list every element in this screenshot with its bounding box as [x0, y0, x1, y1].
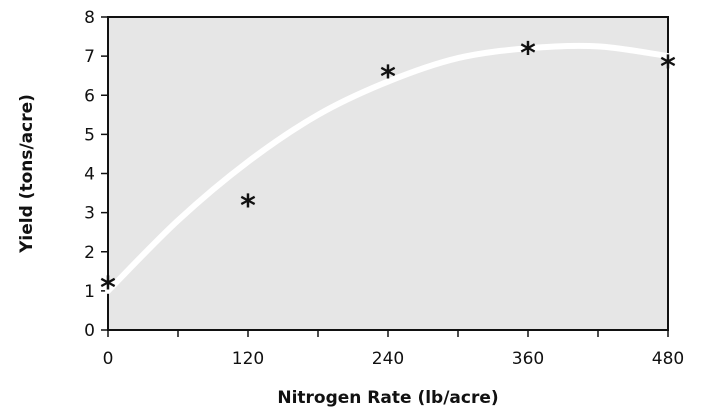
y-tick-label: 5: [84, 125, 95, 145]
x-tick-label: 120: [232, 349, 264, 369]
data-point: *: [660, 50, 676, 85]
data-point: *: [100, 271, 116, 306]
y-tick-label: 8: [84, 8, 95, 28]
y-tick-labels: 0 1 2 3 4 5 6 7 8: [84, 8, 95, 341]
x-tick-label: 0: [103, 349, 114, 369]
fit-curve: [105, 42, 671, 294]
data-points: * * * * *: [100, 36, 676, 306]
data-point: *: [520, 36, 536, 71]
x-tick-label: 240: [372, 349, 404, 369]
x-tick-label: 360: [512, 349, 544, 369]
y-tick-label: 7: [84, 47, 95, 67]
axis-ticks: [101, 16, 669, 337]
x-tick-label: 480: [652, 349, 684, 369]
y-tick-label: 0: [84, 321, 95, 341]
plot-area: [107, 16, 669, 331]
y-tick-label: 3: [84, 204, 95, 224]
y-axis-title: Yield (tons/acre): [17, 94, 37, 254]
data-point: *: [380, 60, 396, 95]
x-tick-labels: 0 120 240 360 480: [103, 349, 685, 369]
y-tick-label: 4: [84, 165, 95, 185]
y-tick-label: 6: [84, 86, 95, 106]
data-point: *: [240, 189, 256, 224]
y-tick-label: 2: [84, 243, 95, 263]
x-axis-title: Nitrogen Rate (lb/acre): [277, 388, 498, 408]
y-tick-label: 1: [84, 282, 95, 302]
